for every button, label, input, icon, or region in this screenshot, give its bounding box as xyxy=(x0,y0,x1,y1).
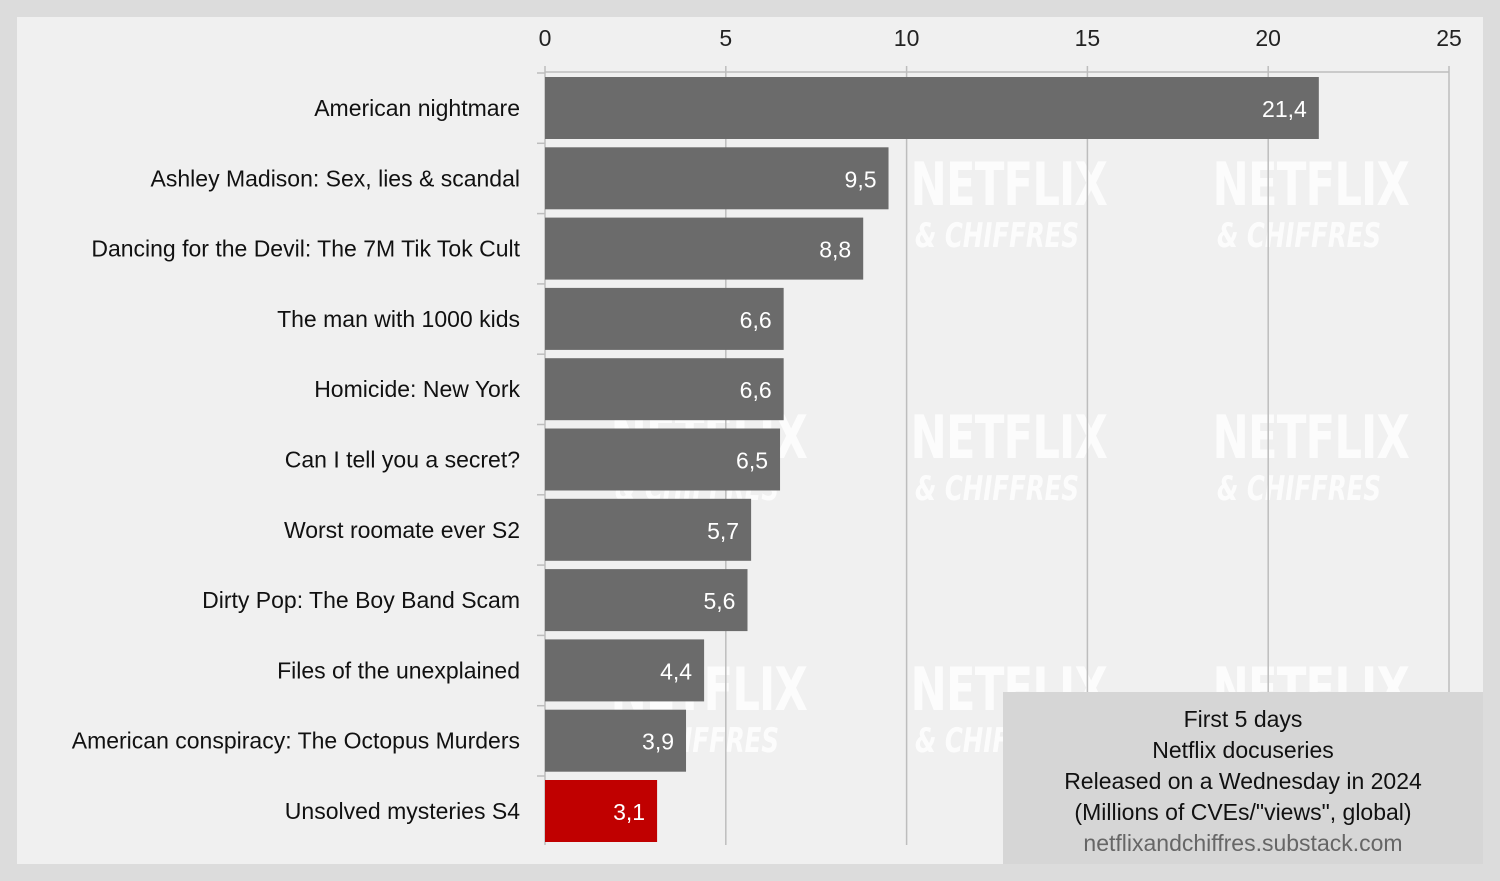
bar-9 xyxy=(545,709,687,772)
legend-line-type: Netflix docuseries xyxy=(1152,737,1334,763)
category-label-5: Can I tell you a secret? xyxy=(285,447,520,473)
value-labels: 21,4 9,5 8,8 6,6 6,6 6,5 5,7 5,6 4,4 3,9 3,1 xyxy=(613,96,1307,825)
bar-5 xyxy=(545,428,781,491)
category-label-7: Dirty Pop: The Boy Band Scam xyxy=(202,587,520,613)
value-label-5: 6,5 xyxy=(736,448,768,474)
source-link[interactable]: netflixandchiffres.substack.com xyxy=(1083,830,1403,856)
x-tick-label-15: 15 xyxy=(1075,25,1101,51)
bar-8 xyxy=(545,639,705,702)
category-label-3: The man with 1000 kids xyxy=(277,306,520,332)
value-label-0: 21,4 xyxy=(1262,96,1307,122)
bar-7 xyxy=(545,569,748,632)
x-tick-label-25: 25 xyxy=(1436,25,1462,51)
x-axis-ticks: 0 5 10 15 20 25 xyxy=(539,25,1462,51)
category-label-0: American nightmare xyxy=(314,95,520,121)
value-label-1: 9,5 xyxy=(845,166,877,192)
legend-line-period: First 5 days xyxy=(1183,706,1303,732)
category-label-10: Unsolved mysteries S4 xyxy=(285,798,520,824)
x-tick-label-10: 10 xyxy=(894,25,920,51)
category-label-8: Files of the unexplained xyxy=(277,657,520,683)
bar-6 xyxy=(545,498,752,561)
x-tick-label-5: 5 xyxy=(719,25,732,51)
value-label-9: 3,9 xyxy=(642,729,674,755)
value-label-2: 8,8 xyxy=(819,237,851,263)
bar-0 xyxy=(545,77,1319,139)
bar-1 xyxy=(545,147,889,210)
legend-line-unit: (Millions of CVEs/"views", global) xyxy=(1074,799,1412,825)
category-label-9: American conspiracy: The Octopus Murders xyxy=(72,728,520,754)
value-label-10: 3,1 xyxy=(613,799,645,825)
bar-2 xyxy=(545,217,864,280)
legend-box: First 5 days Netflix docuseries Released… xyxy=(1003,692,1483,864)
category-labels: American nightmare Ashley Madison: Sex, l… xyxy=(72,95,521,824)
bar-4 xyxy=(545,358,784,421)
bar-10 xyxy=(545,780,658,842)
bars xyxy=(545,77,1319,842)
category-label-6: Worst roomate ever S2 xyxy=(284,517,520,543)
value-label-6: 5,7 xyxy=(707,518,739,544)
category-label-2: Dancing for the Devil: The 7M Tik Tok Cu… xyxy=(91,236,520,262)
legend-line-release: Released on a Wednesday in 2024 xyxy=(1064,768,1422,794)
value-label-4: 6,6 xyxy=(740,377,772,403)
category-label-1: Ashley Madison: Sex, lies & scandal xyxy=(151,165,520,191)
category-label-4: Homicide: New York xyxy=(314,376,520,402)
x-tick-label-0: 0 xyxy=(539,25,552,51)
x-tick-label-20: 20 xyxy=(1255,25,1281,51)
bar-3 xyxy=(545,287,784,350)
value-label-7: 5,6 xyxy=(704,588,736,614)
value-label-8: 4,4 xyxy=(660,658,692,684)
value-label-3: 6,6 xyxy=(740,307,772,333)
